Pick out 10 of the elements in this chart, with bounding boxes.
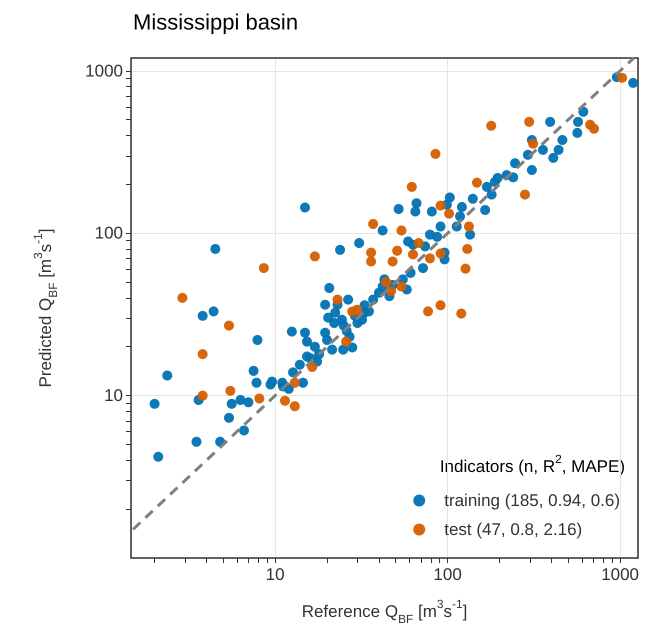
- x-tick-label: 10: [266, 565, 285, 584]
- legend-label: test (47, 0.8, 2.16): [444, 520, 582, 539]
- x-tick-label: 1000: [601, 565, 640, 584]
- x-tick-label: 100: [433, 565, 462, 584]
- y-axis-title: Predicted QBF [m3s-1]: [30, 228, 60, 388]
- chart-title: Mississippi basin: [133, 10, 298, 34]
- y-tick-label: 100: [94, 224, 123, 243]
- y-tick-label: 10: [104, 386, 123, 406]
- legend-label: training (185, 0.94, 0.6): [444, 491, 620, 510]
- y-tick-label: 1000: [85, 61, 123, 80]
